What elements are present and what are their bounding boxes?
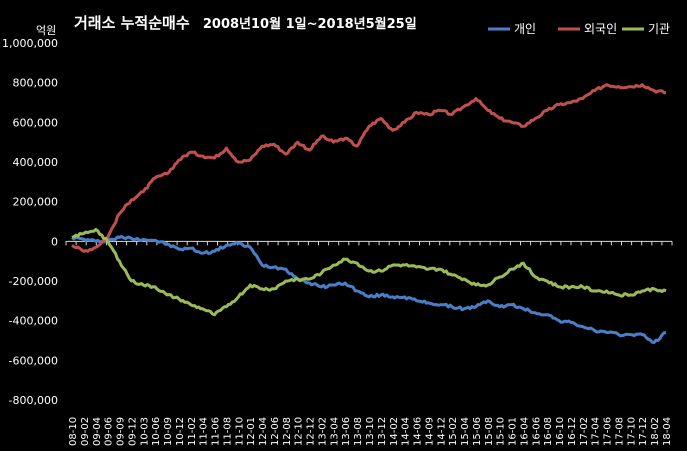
x-tick-label: 11-08 [222, 417, 233, 446]
legend-label-1: 개인 [514, 22, 536, 36]
x-tick-label: 14-12 [436, 417, 447, 446]
x-tick-label: 13-04 [329, 417, 340, 446]
y-tick-label: -600,000 [9, 354, 58, 367]
y-tick-label: -400,000 [9, 315, 58, 328]
x-tick-label: 10-12 [175, 417, 186, 446]
x-tick-label: 10-09 [163, 417, 174, 446]
x-tick-label: 18-04 [662, 417, 673, 446]
y-tick-label: -200,000 [9, 275, 58, 288]
x-tick-label: 12-04 [258, 417, 269, 446]
x-tick-label: 12-01 [246, 417, 257, 446]
y-axis-unit-label: 억원 [36, 24, 56, 37]
y-axis: -800,000 -600,000 -400,000 -200,000 0 200,000… [2, 37, 58, 407]
x-tick-label: 14-09 [424, 417, 435, 446]
x-tick-label: 15-08 [484, 417, 495, 446]
x-tick-label: 13-10 [365, 417, 376, 446]
series-line-1 [71, 235, 667, 344]
x-tick-label: 12-08 [282, 417, 293, 446]
y-tick-label: 600,000 [13, 116, 59, 129]
x-tick-label: 17-06 [603, 417, 614, 446]
x-tick-label: 16-06 [531, 417, 542, 446]
x-tick-label: 17-04 [591, 417, 602, 446]
x-axis: 08-10 09-02 09-04 09-06 09-09 09-12 10-03 10-06… [65, 240, 673, 446]
x-tick-label: 12-12 [306, 417, 317, 446]
x-tick-label: 16-04 [519, 417, 530, 446]
x-tick-label: 16-12 [567, 417, 578, 446]
chart-title: 거래소 누적순매수 2008년10월 1일~2018년5월25일 [74, 14, 417, 32]
series-line-3 [71, 227, 667, 317]
x-tick-label: 17-12 [638, 417, 649, 446]
x-tick-label: 17-02 [579, 417, 590, 446]
x-tick-label: 15-02 [448, 417, 459, 446]
x-tick-label: 09-04 [92, 417, 103, 446]
x-tick-label: 14-06 [413, 417, 424, 446]
y-tick-label: 200,000 [13, 196, 59, 209]
legend: 개인 외국인 기관 [488, 22, 670, 36]
x-tick-label: 10-06 [151, 417, 162, 446]
x-tick-label: 09-09 [116, 417, 127, 446]
legend-label-3: 기관 [648, 22, 670, 36]
x-tick-label: 12-10 [294, 417, 305, 446]
x-tick-label: 18-02 [650, 417, 661, 446]
x-tick-label: 11-02 [187, 417, 198, 446]
x-tick-label: 13-06 [341, 417, 352, 446]
x-tick-label: 13-12 [377, 417, 388, 446]
y-tick-label: 1,000,000 [2, 37, 58, 50]
x-tick-label: 10-03 [139, 417, 150, 446]
x-tick-label: 11-06 [211, 417, 222, 446]
plot-area [71, 83, 667, 344]
x-tick-label: 16-10 [555, 417, 566, 446]
x-tick-label: 09-02 [80, 417, 91, 446]
x-tick-label: 13-08 [353, 417, 364, 446]
legend-label-2: 외국인 [584, 22, 617, 36]
chart-title-main: 거래소 누적순매수 [74, 14, 190, 32]
y-tick-label: 400,000 [13, 156, 59, 169]
y-tick-label: 0 [51, 235, 58, 248]
y-tick-label: 800,000 [13, 77, 59, 90]
x-tick-label: 08-10 [68, 417, 79, 446]
x-tick-label: 16-08 [543, 417, 554, 446]
x-tick-label: 14-02 [389, 417, 400, 446]
x-tick-label: 17-10 [626, 417, 637, 446]
x-tick-label: 15-10 [496, 417, 507, 446]
chart-title-sub: 2008년10월 1일~2018년5월25일 [203, 16, 417, 32]
x-tick-label: 15-04 [460, 417, 471, 446]
x-tick-label: 12-06 [270, 417, 281, 446]
x-tick-label: 16-01 [508, 417, 519, 446]
x-tick-label: 14-04 [401, 417, 412, 446]
x-tick-label: 09-12 [127, 417, 138, 446]
y-tick-label: -800,000 [9, 394, 58, 407]
series-line-2 [71, 83, 667, 253]
x-tick-label: 17-08 [614, 417, 625, 446]
x-tick-label: 15-06 [472, 417, 483, 446]
x-tick-label: 11-04 [199, 417, 210, 446]
x-tick-label: 09-06 [104, 417, 115, 446]
x-tick-label: 13-02 [317, 417, 328, 446]
x-tick-label: 11-10 [234, 417, 245, 446]
